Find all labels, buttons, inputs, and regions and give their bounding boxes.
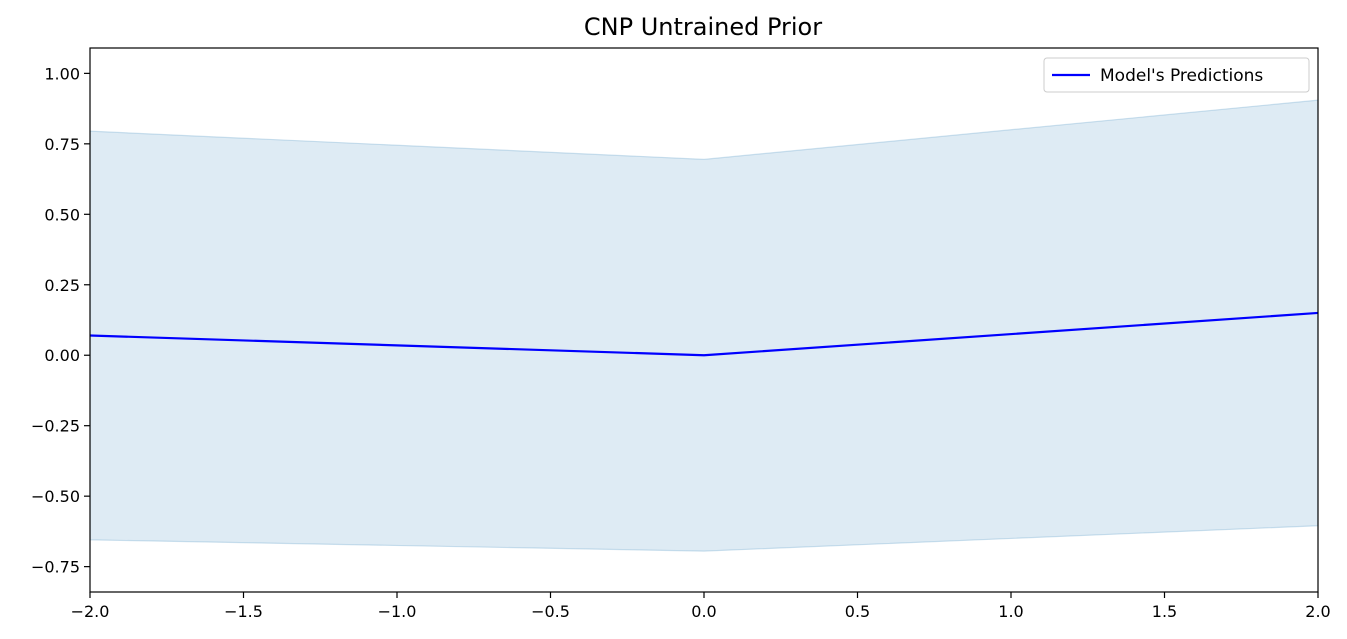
uncertainty-band bbox=[90, 99, 1318, 552]
y-tick-label: 0.00 bbox=[44, 346, 80, 365]
x-tick-label: 1.5 bbox=[1152, 602, 1177, 621]
chart-title: CNP Untrained Prior bbox=[584, 13, 822, 41]
x-tick-label: 2.0 bbox=[1305, 602, 1330, 621]
y-tick-label: 1.00 bbox=[44, 64, 80, 83]
y-tick-label: −0.25 bbox=[31, 417, 80, 436]
y-tick-label: −0.50 bbox=[31, 487, 80, 506]
x-tick-label: 0.0 bbox=[691, 602, 716, 621]
x-tick-label: −2.0 bbox=[71, 602, 110, 621]
y-tick-label: 0.50 bbox=[44, 205, 80, 224]
y-tick-label: 0.75 bbox=[44, 135, 80, 154]
x-tick-label: 0.5 bbox=[845, 602, 870, 621]
legend-box bbox=[1043, 57, 1310, 93]
x-tick-label: 1.0 bbox=[998, 602, 1023, 621]
axes: −2.0 −1.5 −1.0 −0.5 0.0 0.5 1.0 1.5 2.0 1.00 0.75 0… bbox=[31, 47, 1331, 621]
y-tick-label: −0.75 bbox=[31, 558, 80, 577]
series-line-model-predictions bbox=[90, 311, 1318, 357]
x-tick-label: −0.5 bbox=[531, 602, 570, 621]
legend: Model's Predictions bbox=[1043, 57, 1310, 93]
x-tick-label: −1.0 bbox=[378, 602, 417, 621]
x-tick-label: −1.5 bbox=[224, 602, 263, 621]
plot-area bbox=[90, 99, 1318, 552]
legend-label: Model's Predictions bbox=[1100, 66, 1263, 86]
y-tick-label: 0.25 bbox=[44, 276, 80, 295]
